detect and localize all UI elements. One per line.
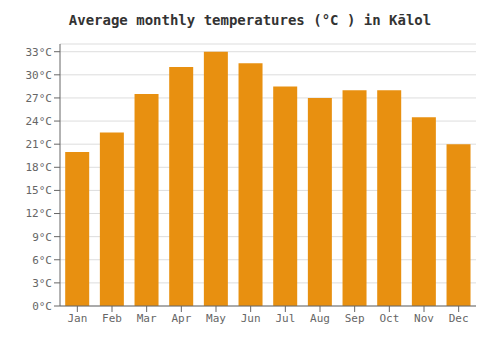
svg-text:24°C: 24°C — [26, 115, 53, 128]
svg-text:Nov: Nov — [414, 312, 434, 325]
svg-text:Mar: Mar — [137, 312, 157, 325]
svg-text:Feb: Feb — [102, 312, 122, 325]
svg-text:Oct: Oct — [379, 312, 399, 325]
svg-text:Dec: Dec — [449, 312, 469, 325]
svg-text:3°C: 3°C — [32, 277, 52, 290]
svg-text:21°C: 21°C — [26, 138, 53, 151]
html-text:Average monthly temperatures (: Average monthly temperatures (°C ) in Kā… — [68, 12, 432, 28]
svg-text:Sep: Sep — [345, 312, 365, 325]
svg-text:Jul: Jul — [275, 312, 295, 325]
svg-text:0°C: 0°C — [32, 300, 52, 313]
svg-text:33°C: 33°C — [26, 46, 53, 59]
svg-text:27°C: 27°C — [26, 92, 53, 105]
svg-text:30°C: 30°C — [26, 69, 53, 82]
svg-text:Aug: Aug — [310, 312, 330, 325]
svg-text:9°C: 9°C — [32, 231, 52, 244]
svg-text:12°C: 12°C — [26, 207, 53, 220]
svg-text:May: May — [206, 312, 226, 325]
svg-text:Jun: Jun — [241, 312, 261, 325]
svg-text:15°C: 15°C — [26, 184, 53, 197]
svg-text:Apr: Apr — [171, 312, 191, 325]
svg-text:Jan: Jan — [67, 312, 87, 325]
svg-text:6°C: 6°C — [32, 254, 52, 267]
svg-text:18°C: 18°C — [26, 161, 53, 174]
